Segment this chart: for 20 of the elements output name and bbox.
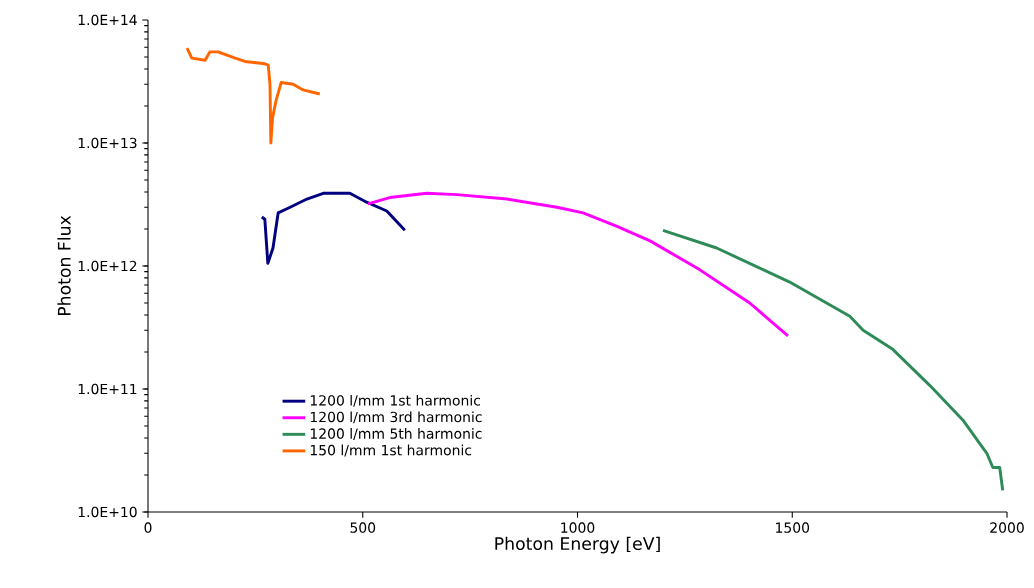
line-series	[185, 46, 322, 145]
y-tick-label: 1.0E+13	[78, 137, 137, 149]
y-tick-label: 1.0E+10	[78, 506, 137, 518]
line-series	[366, 191, 790, 338]
x-tick-label: 2000	[990, 522, 1024, 533]
legend-label: 1200 l/mm 5th harmonic	[310, 428, 482, 440]
x-tick-label: 1500	[776, 522, 810, 533]
x-tick-label: 0	[144, 522, 152, 533]
line-series	[260, 191, 407, 265]
x-tick-label: 500	[350, 522, 376, 533]
y-axis-title: Photon Flux	[57, 215, 71, 316]
x-axis-title: Photon Energy [eV]	[495, 536, 660, 554]
x-tick-label: 1000	[561, 522, 595, 533]
legend-label: 1200 l/mm 3rd harmonic	[310, 411, 482, 424]
y-tick-label: 1.0E+11	[78, 383, 137, 395]
y-tick-label: 1.0E+14	[78, 14, 137, 26]
line-series	[661, 228, 1005, 492]
y-tick-label: 1.0E+12	[78, 260, 137, 272]
legend-label: 150 l/mm 1st harmonic	[310, 444, 472, 457]
legend-label: 1200 l/mm 1st harmonic	[310, 394, 481, 407]
